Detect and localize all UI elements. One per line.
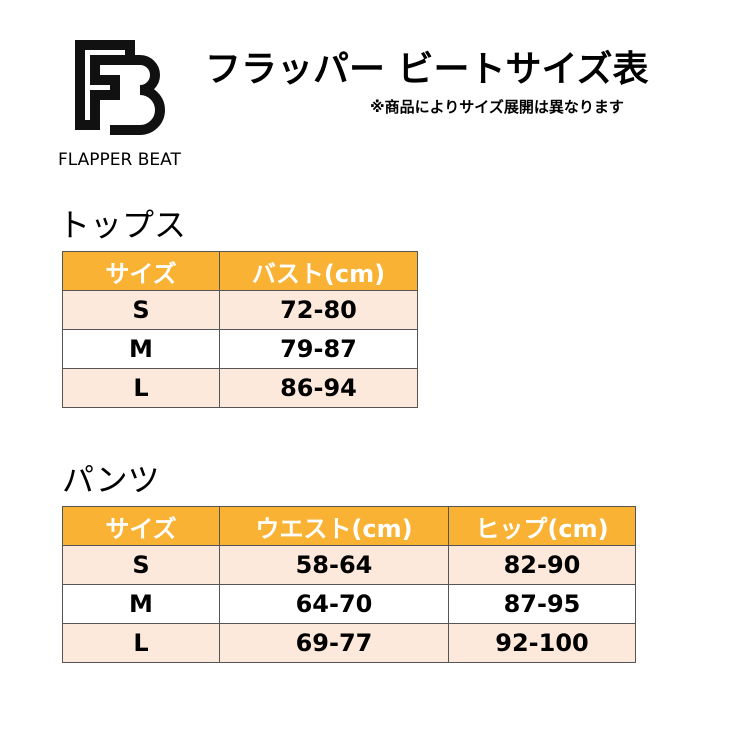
column-header: サイズ	[62, 506, 220, 546]
tops-table: サイズ バスト(cm) S 72-80 M 79-87 L 86-94	[62, 251, 418, 408]
row: M 64-70 87-95	[62, 584, 636, 624]
header-row: サイズ ウエスト(cm) ヒップ(cm)	[62, 506, 636, 546]
cell: M	[62, 584, 220, 624]
row: M 79-87	[62, 329, 418, 369]
column-header: サイズ	[62, 251, 220, 291]
header-row: サイズ バスト(cm)	[62, 251, 418, 291]
row: L 69-77 92-100	[62, 623, 636, 663]
cell: 69-77	[219, 623, 449, 663]
pants-table: サイズ ウエスト(cm) ヒップ(cm) S 58-64 82-90 M 64-70 87-95…	[62, 506, 636, 663]
row: S 58-64 82-90	[62, 545, 636, 585]
note: ※商品によりサイズ展開は異なります	[370, 98, 624, 116]
logo-text: FLAPPER BEAT	[58, 150, 181, 170]
section-title: パンツ	[62, 461, 160, 499]
column-header: バスト(cm)	[219, 251, 418, 291]
cell: S	[62, 545, 220, 585]
cell: S	[62, 290, 220, 330]
cell: M	[62, 329, 220, 369]
column-header: ヒップ(cm)	[448, 506, 636, 546]
logo	[75, 40, 165, 135]
cell: 82-90	[448, 545, 636, 585]
cell: L	[62, 368, 220, 408]
title: フラッパー ビートサイズ表	[205, 49, 649, 90]
cell: 87-95	[448, 584, 636, 624]
cell: 86-94	[219, 368, 418, 408]
row: S 72-80	[62, 290, 418, 330]
cell: L	[62, 623, 220, 663]
cell: 64-70	[219, 584, 449, 624]
cell: 58-64	[219, 545, 449, 585]
cell: 92-100	[448, 623, 636, 663]
cell: 72-80	[219, 290, 418, 330]
section-title: トップス	[58, 206, 187, 244]
column-header: ウエスト(cm)	[219, 506, 449, 546]
cell: 79-87	[219, 329, 418, 369]
row: L 86-94	[62, 368, 418, 408]
